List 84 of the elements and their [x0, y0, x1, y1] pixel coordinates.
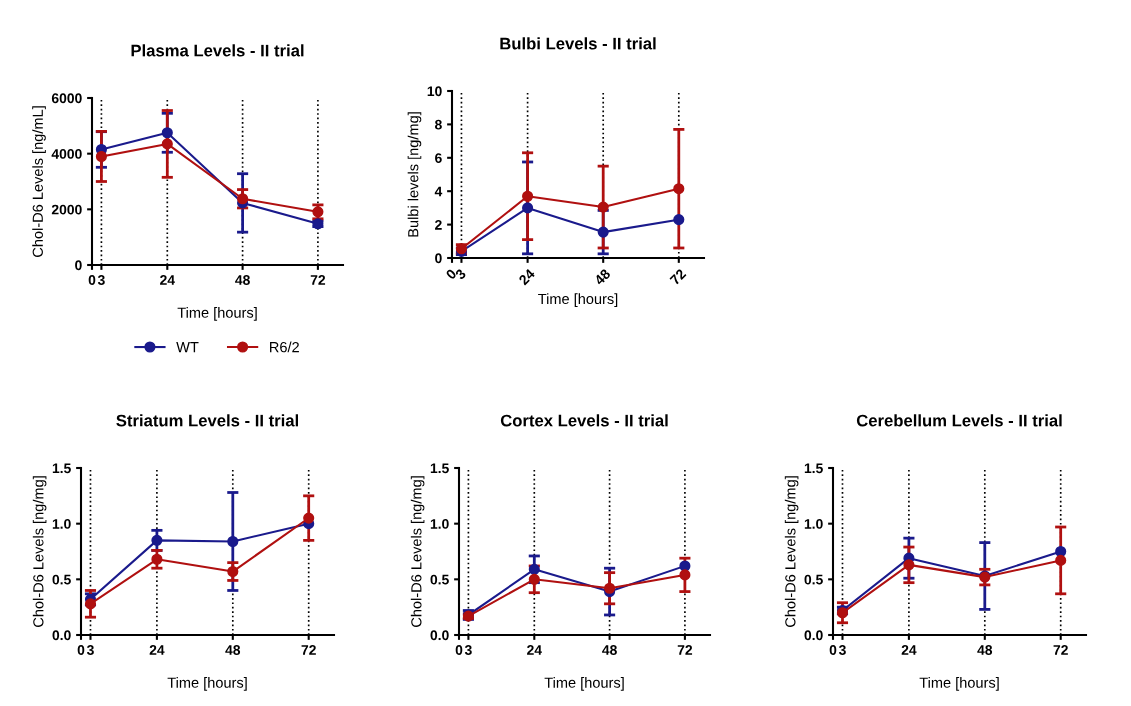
y-tick-label: 0.0 — [52, 630, 71, 641]
x-tick-label: 24 — [149, 645, 165, 655]
x-tick-label: 0 — [88, 275, 96, 285]
x-axis-title: Time [hours] — [919, 677, 999, 691]
legend-label: R6/2 — [270, 341, 299, 353]
x-tick-label: 3 — [464, 645, 472, 655]
chart-title: Cortex Levels - II trial — [500, 414, 668, 427]
chart-title: Cerebellum Levels - II trial — [856, 414, 1062, 427]
point — [237, 193, 249, 205]
y-tick-label: 1.0 — [430, 519, 449, 529]
y-tick-label: 0 — [75, 260, 82, 271]
x-axis-title: Time [hours] — [538, 293, 618, 307]
y-tick-label: 0.5 — [52, 574, 71, 585]
x-tick-label: 48 — [225, 645, 241, 655]
y-axis-title: Chol-D6 Levels [ng/mg] — [784, 476, 799, 627]
x-tick-label: 48 — [977, 645, 993, 655]
point — [151, 534, 163, 546]
y-tick-label: 1.5 — [430, 463, 449, 474]
x-tick-label: 24 — [160, 275, 175, 285]
y-tick-label: 0.0 — [804, 630, 823, 641]
x-tick-label: 24 — [518, 268, 536, 286]
y-tick-label: 0.0 — [430, 630, 449, 641]
y-tick-label: 1.5 — [52, 463, 71, 474]
x-axis-title: Time [hours] — [544, 677, 624, 691]
x-tick-label: 0 — [455, 645, 463, 655]
y-tick-label: 0.5 — [804, 574, 823, 585]
chart-title: Bulbi Levels - II trial — [500, 37, 656, 50]
point — [528, 563, 540, 575]
point — [161, 138, 173, 150]
y-tick-label: 4000 — [51, 149, 82, 159]
y-axis-title: Chol-D6 Levels [ng/mg] — [32, 476, 47, 627]
point — [227, 565, 239, 578]
point — [597, 201, 609, 213]
y-tick-label: 6000 — [51, 93, 82, 104]
y-tick-label: 2000 — [51, 204, 82, 215]
x-tick-label: 3 — [86, 645, 94, 655]
point — [522, 190, 534, 202]
x-tick-label: 0 — [445, 268, 457, 281]
y-tick-label: 4 — [434, 186, 443, 197]
x-tick-label: 48 — [593, 268, 611, 286]
point — [1055, 554, 1067, 566]
y-axis-title: Chol-D6 Levels [ng/mg] — [410, 476, 425, 627]
point — [522, 202, 534, 214]
legend-label: WT — [176, 342, 199, 353]
y-tick-label: 1.5 — [804, 463, 823, 474]
y-tick-label: 2 — [435, 219, 442, 230]
point — [151, 553, 163, 565]
x-tick-label: 72 — [1053, 645, 1068, 655]
x-tick-label: 0 — [829, 645, 837, 655]
point — [673, 214, 685, 226]
x-tick-label: 24 — [901, 645, 917, 655]
x-tick-label: 3 — [97, 275, 105, 285]
x-tick-label: 72 — [310, 275, 326, 285]
point — [227, 535, 239, 548]
x-tick-label: 3 — [838, 645, 846, 655]
point — [84, 598, 97, 610]
x-tick-label: 24 — [527, 645, 542, 655]
x-tick-label: 72 — [669, 268, 687, 286]
y-tick-label: 0 — [435, 253, 442, 264]
x-tick-label: 72 — [301, 645, 316, 655]
point — [528, 573, 540, 585]
y-tick-label: 10 — [427, 86, 442, 97]
point — [679, 569, 691, 581]
point — [597, 226, 609, 238]
y-tick-label: 1.0 — [52, 519, 71, 529]
x-tick-label: 48 — [602, 645, 617, 655]
y-tick-label: 1.0 — [804, 519, 823, 529]
chart-title: Plasma Levels - II trial — [131, 44, 304, 57]
x-axis-title: Time [hours] — [177, 307, 257, 321]
x-tick-label: 72 — [677, 645, 693, 655]
y-axis-title: Bulbi levels [ng/mg] — [407, 112, 422, 237]
point — [604, 582, 616, 594]
y-tick-label: 8 — [434, 119, 442, 130]
point — [95, 150, 107, 163]
y-tick-label: 6 — [435, 153, 442, 163]
x-tick-label: 48 — [235, 275, 250, 285]
point — [161, 127, 173, 139]
y-axis-title: Chol-D6 Levels [ng/mL] — [32, 106, 46, 257]
point — [303, 512, 315, 524]
y-tick-label: 0.5 — [430, 574, 449, 585]
point — [903, 559, 915, 571]
chart-title: Striatum Levels - II trial — [116, 414, 299, 427]
point — [673, 183, 685, 195]
x-axis-title: Time [hours] — [167, 677, 247, 691]
